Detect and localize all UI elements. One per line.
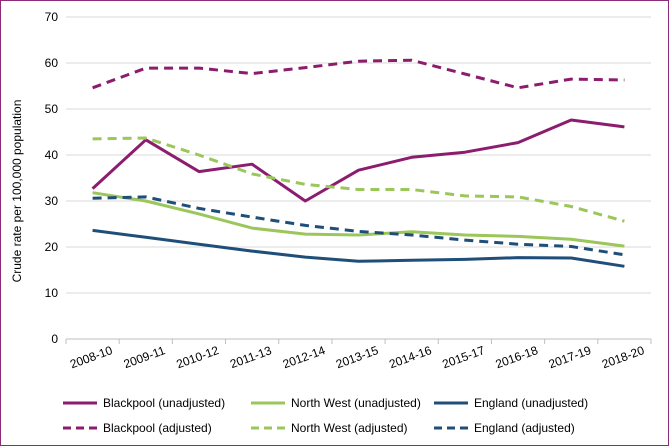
legend-label: North West (adjusted) bbox=[291, 421, 408, 435]
y-tick-label: 30 bbox=[45, 194, 59, 208]
legend-label: Blackpool (adjusted) bbox=[103, 421, 212, 435]
x-tick-label: 2018-20 bbox=[600, 343, 646, 371]
x-tick-label: 2010-12 bbox=[174, 343, 220, 371]
x-tick-label: 2012-14 bbox=[281, 343, 327, 371]
legend-label: Blackpool (unadjusted) bbox=[103, 396, 225, 410]
legend: Blackpool (unadjusted) North West (unadju… bbox=[63, 396, 588, 435]
x-tick-label: 2011-13 bbox=[228, 343, 274, 371]
x-tick-label: 2016-18 bbox=[494, 343, 540, 371]
x-tick-label: 2017-19 bbox=[547, 343, 593, 371]
series-line bbox=[91, 118, 625, 203]
y-tick-label: 70 bbox=[45, 10, 59, 24]
x-tick-label: 2015-17 bbox=[440, 343, 486, 371]
legend-label: North West (unadjusted) bbox=[291, 396, 421, 410]
y-tick-label: 40 bbox=[45, 148, 59, 162]
y-tick-label: 50 bbox=[45, 102, 59, 116]
x-tick-label: 2014-16 bbox=[387, 343, 433, 371]
series-line bbox=[92, 191, 625, 248]
y-tick-label: 10 bbox=[45, 286, 59, 300]
x-tick-label: 2008-10 bbox=[68, 343, 114, 371]
gridlines bbox=[66, 16, 651, 340]
y-tick-label: 60 bbox=[45, 56, 59, 70]
series-line bbox=[92, 58, 625, 90]
x-tick-label: 2013-15 bbox=[334, 343, 380, 371]
legend-label: England (adjusted) bbox=[474, 421, 575, 435]
y-axis-title: Crude rate per 100,000 population bbox=[10, 100, 24, 283]
series-line bbox=[92, 195, 625, 257]
y-tick-label: 20 bbox=[45, 240, 59, 254]
y-tick-label: 0 bbox=[51, 332, 58, 346]
legend-label: England (unadjusted) bbox=[474, 396, 588, 410]
series-line bbox=[92, 228, 625, 268]
series-line bbox=[92, 136, 625, 223]
x-tick-label: 2009-11 bbox=[122, 343, 168, 371]
series-lines bbox=[91, 58, 625, 268]
